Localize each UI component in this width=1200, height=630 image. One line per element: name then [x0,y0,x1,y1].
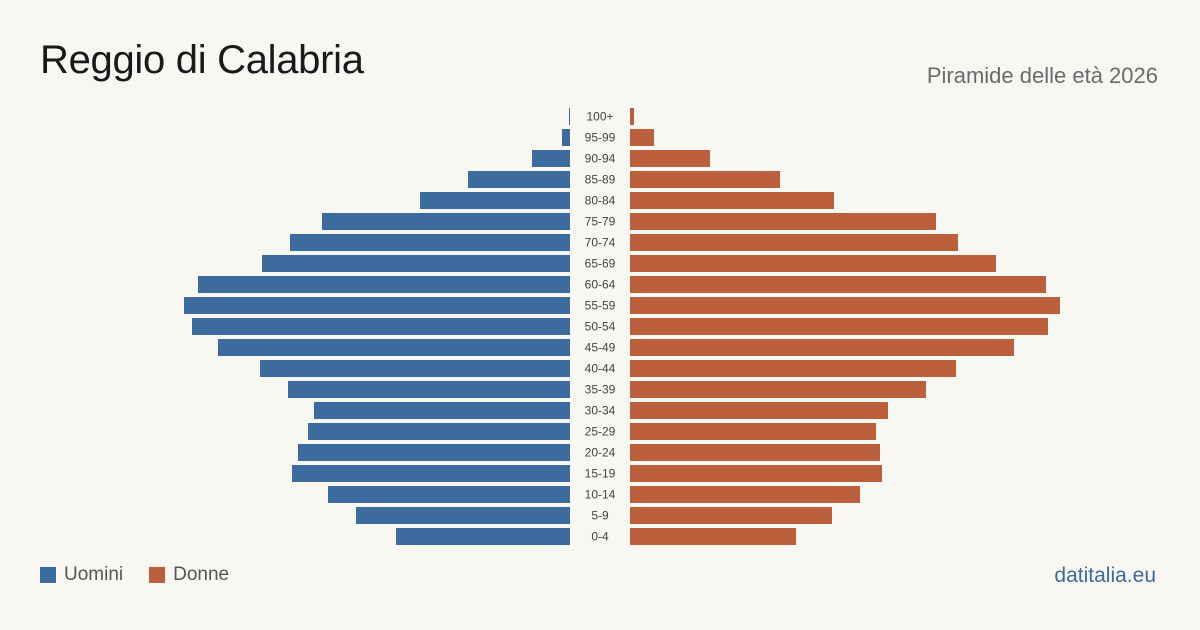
bar-donne-75-79 [630,213,936,230]
bar-uomini-20-24 [298,444,570,461]
age-label-15-19: 15-19 [585,467,616,481]
age-label-70-74: 70-74 [585,236,616,250]
age-label-90-94: 90-94 [585,152,616,166]
chart-title: Reggio di Calabria [40,38,364,82]
age-label-0-4: 0-4 [591,530,609,544]
bar-uomini-90-94 [532,150,570,167]
bar-uomini-50-54 [192,318,570,335]
bar-uomini-10-14 [328,486,570,503]
bar-uomini-15-19 [292,465,570,482]
legend-swatch-donne [149,567,166,583]
bar-donne-90-94 [630,150,710,167]
legend-label-donne: Donne [173,564,230,585]
bar-donne-65-69 [630,255,996,272]
bar-uomini-0-4 [396,528,570,545]
bar-uomini-5-9 [356,507,570,524]
age-label-95-99: 95-99 [585,131,616,145]
bar-donne-80-84 [630,192,834,209]
bar-uomini-80-84 [420,192,570,209]
bar-uomini-70-74 [290,234,570,251]
bar-donne-55-59 [630,297,1060,314]
legend-label-uomini: Uomini [64,564,124,585]
bar-donne-100plus [630,108,634,125]
bar-uomini-25-29 [308,423,570,440]
bar-donne-30-34 [630,402,888,419]
bar-donne-35-39 [630,381,926,398]
legend-item-donne: Donne [149,564,229,586]
bar-donne-0-4 [630,528,796,545]
bar-uomini-65-69 [262,255,570,272]
age-label-85-89: 85-89 [585,173,616,187]
age-label-5-9: 5-9 [591,509,609,523]
age-label-55-59: 55-59 [585,299,616,313]
bar-donne-70-74 [630,234,958,251]
age-label-50-54: 50-54 [585,320,616,334]
bar-uomini-100plus [569,108,570,125]
bar-donne-10-14 [630,486,860,503]
age-label-75-79: 75-79 [585,215,616,229]
bar-donne-15-19 [630,465,882,482]
age-label-65-69: 65-69 [585,257,616,271]
brand-link[interactable]: datitalia.eu [1054,564,1156,587]
age-label-80-84: 80-84 [585,194,616,208]
age-label-25-29: 25-29 [585,425,616,439]
bar-uomini-60-64 [198,276,570,293]
legend: Uomini Donne [40,564,255,586]
age-label-20-24: 20-24 [585,446,616,460]
bar-uomini-35-39 [288,381,570,398]
bar-donne-60-64 [630,276,1046,293]
bar-donne-25-29 [630,423,876,440]
age-label-60-64: 60-64 [585,278,616,292]
age-label-100plus: 100+ [586,110,613,124]
age-label-10-14: 10-14 [585,488,616,502]
age-label-45-49: 45-49 [585,341,616,355]
chart-subtitle: Piramide delle età 2026 [926,63,1158,88]
bar-uomini-85-89 [468,171,570,188]
bar-donne-5-9 [630,507,832,524]
age-label-40-44: 40-44 [585,362,616,376]
legend-swatch-uomini [40,567,56,583]
bar-uomini-55-59 [184,297,570,314]
legend-item-uomini: Uomini [40,564,123,586]
bar-donne-95-99 [630,129,654,146]
bar-uomini-75-79 [322,213,570,230]
bar-donne-45-49 [630,339,1014,356]
bar-donne-85-89 [630,171,780,188]
bar-donne-50-54 [630,318,1048,335]
bar-donne-40-44 [630,360,956,377]
age-label-35-39: 35-39 [585,383,616,397]
bar-uomini-40-44 [260,360,570,377]
bar-donne-20-24 [630,444,880,461]
age-label-30-34: 30-34 [585,404,616,418]
bar-uomini-45-49 [218,339,570,356]
bar-uomini-30-34 [314,402,570,419]
bar-uomini-95-99 [562,129,570,146]
